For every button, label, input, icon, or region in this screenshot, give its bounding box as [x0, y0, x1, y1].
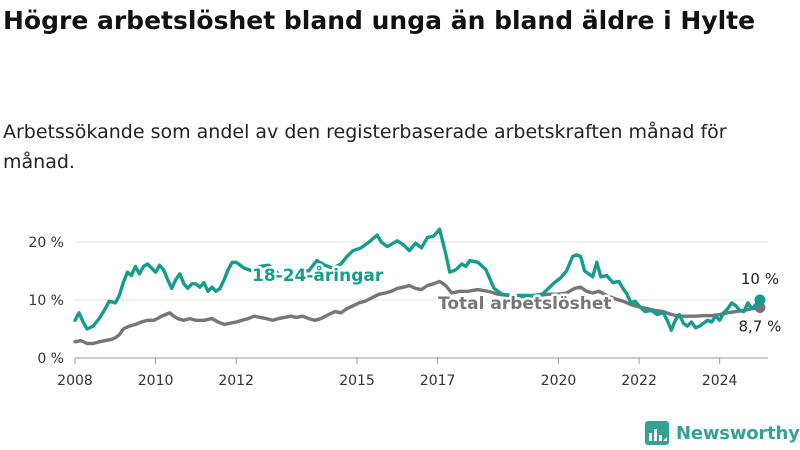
series-labels: 18-24-åringar Total arbetslöshet 10 % 8,7 %: [250, 262, 782, 336]
y-tick-label: 10 %: [28, 293, 64, 309]
x-tick-label: 2024: [702, 373, 738, 389]
brand-name: Newsworthy: [676, 422, 800, 444]
series-line-total: [73, 279, 762, 346]
x-tick-label: 2020: [541, 373, 577, 389]
series-label-total: Total arbetslöshet: [438, 294, 612, 314]
y-axis: 0 % 10 % 20 %: [28, 235, 64, 367]
chart-title: Högre arbetslöshet bland unga än bland ä…: [3, 6, 756, 35]
y-tick-label: 20 %: [28, 235, 64, 251]
series-line-youth: [73, 227, 762, 332]
end-label-youth: 10 %: [741, 270, 779, 288]
x-tick-label: 2008: [57, 373, 93, 389]
series-label-youth: 18-24-åringar: [252, 264, 384, 286]
chart-subtitle: Arbetssökande som andel av den registerb…: [3, 121, 727, 173]
grid-lines: [75, 241, 768, 359]
series-lines: [73, 227, 766, 346]
newsworthy-logo-icon: [645, 421, 669, 445]
end-point-youth: [754, 294, 766, 306]
x-tick-label: 2022: [621, 373, 657, 389]
x-tick-label: 2010: [138, 373, 174, 389]
end-label-total: 8,7 %: [738, 318, 781, 336]
x-tick-label: 2017: [420, 373, 456, 389]
x-tick-label: 2012: [218, 373, 254, 389]
x-tick-label: 2015: [339, 373, 375, 389]
brand: Newsworthy: [645, 420, 800, 446]
x-axis: 2008 2010 2012 2015 2017 2020 2022 2024: [57, 358, 738, 389]
y-tick-label: 0 %: [37, 351, 64, 367]
